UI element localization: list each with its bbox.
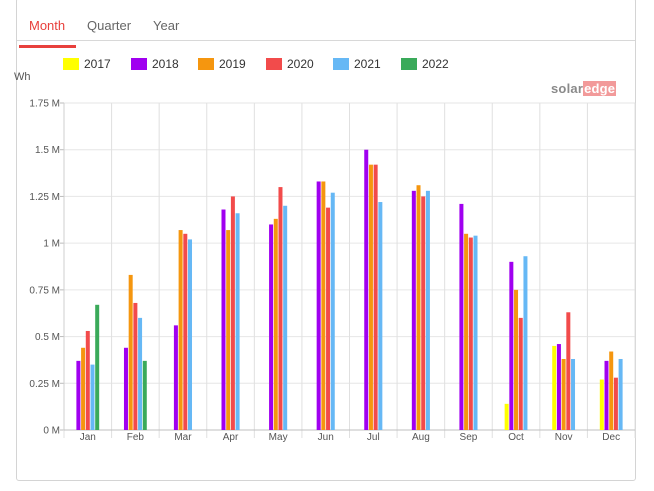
bar-2021-mar (188, 239, 193, 430)
bar-2019-apr (226, 230, 231, 430)
bar-2021-feb (138, 317, 143, 430)
y-axis-unit: Wh (14, 71, 31, 83)
bar-2018-jul (364, 149, 369, 430)
legend-label: 2020 (287, 57, 314, 71)
bar-2021-may (283, 205, 288, 430)
legend-swatch (131, 58, 147, 70)
y-tick-label: 0.75 M (29, 285, 60, 296)
legend-swatch (63, 58, 79, 70)
bar-2018-mar (173, 325, 178, 430)
x-tick-label: Feb (127, 432, 145, 443)
bar-2019-jul (368, 164, 373, 431)
bar-2018-nov (556, 344, 561, 430)
y-tick-label: 0.25 M (29, 379, 60, 390)
bar-2020-oct (518, 317, 523, 430)
legend-label: 2022 (422, 57, 449, 71)
bar-2019-may (273, 218, 278, 430)
x-tick-label: Jan (80, 432, 96, 443)
legend-label: 2021 (354, 57, 381, 71)
bar-2018-aug (411, 190, 416, 430)
logo-text-edge: edge (583, 81, 617, 96)
bar-2018-dec (604, 360, 609, 430)
y-tick-label: 1.75 M (29, 99, 60, 110)
y-tick-label: 0.5 M (35, 332, 60, 343)
x-tick-label: Sep (460, 432, 478, 443)
bar-2018-feb (123, 347, 128, 430)
bar-2018-jan (76, 360, 81, 430)
solaredge-logo: solaredge (551, 81, 617, 96)
bar-2021-oct (523, 256, 528, 430)
energy-panel: Month Quarter Year 2017 2018 2019 2020 2… (16, 0, 636, 481)
x-tick-label: Mar (174, 432, 192, 443)
legend-label: 2017 (84, 57, 111, 71)
bar-2017-nov (552, 345, 557, 430)
x-tick-label: May (269, 432, 288, 443)
bar-2017-dec (599, 379, 604, 430)
x-tick-label: Apr (223, 432, 239, 443)
bar-2021-jun (330, 192, 335, 430)
tab-month[interactable]: Month (29, 18, 66, 33)
legend-label: 2018 (152, 57, 179, 71)
bar-2021-apr (235, 213, 240, 430)
logo-text-solar: solar (551, 81, 584, 96)
tab-quarter[interactable]: Quarter (87, 18, 132, 33)
x-tick-label: Jul (367, 432, 380, 443)
x-tick-label: Nov (555, 432, 573, 443)
bar-2022-jan (95, 304, 100, 430)
y-tick-label: 1.25 M (29, 192, 60, 203)
bar-2018-oct (509, 261, 514, 430)
bar-2020-jul (373, 164, 378, 431)
bar-2019-jan (81, 347, 86, 430)
bar-2018-sep (459, 203, 464, 430)
x-tick-label: Jun (318, 432, 334, 443)
bar-2020-dec (613, 377, 618, 430)
x-tick-label: Aug (412, 432, 430, 443)
bar-2018-jun (316, 181, 321, 430)
bar-2020-sep (468, 237, 473, 430)
bar-2020-apr (230, 196, 235, 430)
bar-2019-dec (609, 351, 614, 430)
tab-year[interactable]: Year (153, 18, 180, 33)
bar-2021-jul (378, 202, 383, 430)
bar-2017-oct (504, 403, 509, 430)
bar-2021-jan (90, 364, 95, 430)
bar-2021-nov (571, 358, 576, 430)
bar-2020-aug (421, 196, 426, 430)
bar-2020-jun (326, 207, 331, 430)
y-tick-label: 0 M (43, 426, 60, 437)
bar-2020-jan (85, 330, 90, 430)
bar-2020-mar (183, 233, 188, 430)
x-tick-label: Dec (602, 432, 620, 443)
bar-2019-mar (178, 230, 183, 430)
x-tick-label: Oct (508, 432, 524, 443)
bar-2020-may (278, 187, 283, 430)
bar-2019-nov (561, 358, 566, 430)
bar-2019-aug (416, 185, 421, 430)
bar-2020-feb (133, 302, 138, 430)
y-tick-label: 1.5 M (35, 145, 60, 156)
y-tick-label: 1 M (43, 239, 60, 250)
bar-2019-feb (128, 274, 133, 430)
bar-2018-apr (221, 209, 226, 430)
legend-swatch (266, 58, 282, 70)
bar-2018-may (269, 224, 274, 430)
bar-2020-nov (566, 312, 571, 430)
bar-2019-jun (321, 181, 326, 430)
legend-label: 2019 (219, 57, 246, 71)
bar-2021-dec (618, 358, 623, 430)
bar-2019-oct (514, 289, 519, 430)
bar-2019-sep (464, 233, 469, 430)
bar-2022-feb (142, 360, 147, 430)
active-tab-underline (19, 45, 76, 48)
legend-swatch (401, 58, 417, 70)
legend-swatch (198, 58, 214, 70)
legend-swatch (333, 58, 349, 70)
period-tabs: Month Quarter Year (17, 7, 635, 48)
bar-2021-aug (425, 190, 430, 430)
bar-2021-sep (473, 235, 478, 430)
